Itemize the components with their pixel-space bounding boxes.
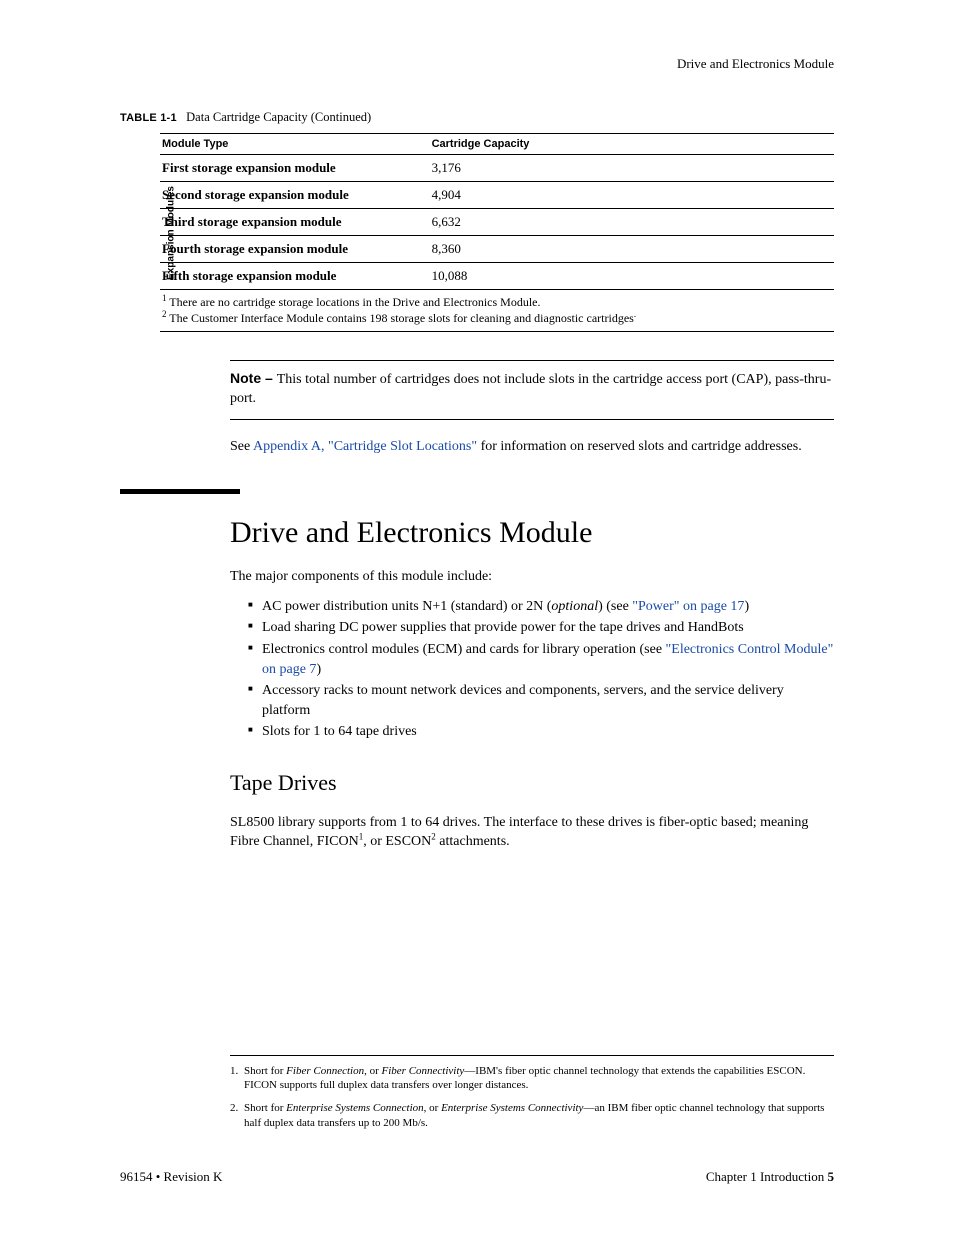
note-text: This total number of cartridges does not…	[230, 372, 831, 406]
fn-body: Short for Enterprise Systems Connection,…	[244, 1101, 834, 1131]
capacity-table: Module Type Cartridge Capacity First sto…	[160, 133, 834, 332]
footer-chapter: Chapter 1 Introduction	[706, 1169, 828, 1184]
footer-left: 96154 • Revision K	[120, 1169, 222, 1185]
table-row: Fourth storage expansion module 8,360	[160, 236, 834, 263]
see-post: for information on reserved slots and ca…	[477, 439, 802, 454]
component-list: AC power distribution units N+1 (standar…	[230, 597, 834, 742]
table-wrap: Expansion Modules Module Type Cartridge …	[160, 133, 834, 332]
cell-module: First storage expansion module	[160, 155, 430, 182]
tp-text: attachments.	[436, 834, 510, 849]
table-row: First storage expansion module 3,176	[160, 155, 834, 182]
list-item: Accessory racks to mount network devices…	[248, 681, 834, 720]
fn-body: Short for Fiber Connection, or Fiber Con…	[244, 1064, 834, 1094]
li-text: )	[316, 662, 321, 677]
li-text: AC power distribution units N+1 (standar…	[262, 599, 551, 614]
tp-text: , or ESCON	[363, 834, 431, 849]
cell-capacity: 4,904	[430, 182, 834, 209]
note-label: Note –	[230, 370, 277, 386]
table-footnotes-row: 1 There are no cartridge storage locatio…	[160, 290, 834, 332]
table-row: Second storage expansion module 4,904	[160, 182, 834, 209]
page-footer: 96154 • Revision K Chapter 1 Introductio…	[120, 1169, 834, 1185]
section-rule	[120, 489, 240, 494]
col-header-module: Module Type	[160, 134, 430, 155]
cell-capacity: 6,632	[430, 209, 834, 236]
fn-text: , or	[424, 1102, 441, 1114]
fn-num: 2.	[230, 1101, 244, 1131]
li-text: ) (see	[598, 599, 632, 614]
cell-module: Third storage expansion module	[160, 209, 430, 236]
footer-right: Chapter 1 Introduction 5	[706, 1169, 834, 1185]
cell-module: Fourth storage expansion module	[160, 236, 430, 263]
list-item: Load sharing DC power supplies that prov…	[248, 618, 834, 638]
fn-italic: Enterprise Systems Connectivity	[441, 1102, 583, 1114]
footnote-1: There are no cartridge storage locations…	[167, 295, 541, 309]
appendix-link[interactable]: Appendix A, "Cartridge Slot Locations"	[253, 439, 477, 454]
cell-capacity: 3,176	[430, 155, 834, 182]
note-block: Note – This total number of cartridges d…	[230, 360, 834, 420]
li-italic: optional	[551, 599, 598, 614]
content: TABLE 1-1 Data Cartridge Capacity (Conti…	[120, 110, 834, 852]
fn-num: 1.	[230, 1064, 244, 1094]
section-intro: The major components of this module incl…	[230, 568, 834, 587]
table-caption: TABLE 1-1 Data Cartridge Capacity (Conti…	[120, 110, 834, 125]
footnote-2: The Customer Interface Module contains 1…	[167, 311, 634, 325]
fn-text: Short for	[244, 1065, 286, 1077]
cell-module: Fifth storage expansion module	[160, 263, 430, 290]
tp-text: SL8500 library supports from 1 to 64 dri…	[230, 815, 808, 849]
fn-italic: Fiber Connectivity	[382, 1065, 465, 1077]
page-footnote-1: 1. Short for Fiber Connection, or Fiber …	[230, 1064, 834, 1094]
col-header-capacity: Cartridge Capacity	[430, 134, 834, 155]
table-caption-text: Data Cartridge Capacity (Continued)	[186, 110, 371, 124]
table-vertical-label: Expansion Modules	[165, 186, 176, 280]
li-text: Electronics control modules (ECM) and ca…	[262, 642, 666, 657]
page-footnotes: 1. Short for Fiber Connection, or Fiber …	[230, 1055, 834, 1139]
subsection-heading: Tape Drives	[230, 770, 834, 796]
page-footnote-2: 2. Short for Enterprise Systems Connecti…	[230, 1101, 834, 1131]
section-heading: Drive and Electronics Module	[230, 516, 834, 550]
li-text: )	[744, 599, 749, 614]
footer-pagenum: 5	[828, 1169, 835, 1184]
table-header-row: Module Type Cartridge Capacity	[160, 134, 834, 155]
fn-italic: Fiber Connection	[286, 1065, 364, 1077]
page: Drive and Electronics Module TABLE 1-1 D…	[0, 0, 954, 1235]
see-pre: See	[230, 439, 253, 454]
cell-module: Second storage expansion module	[160, 182, 430, 209]
list-item: AC power distribution units N+1 (standar…	[248, 597, 834, 617]
table-row: Third storage expansion module 6,632	[160, 209, 834, 236]
running-header: Drive and Electronics Module	[677, 56, 834, 72]
table-label: TABLE 1-1	[120, 112, 177, 124]
footnote-2-trail: .	[634, 309, 636, 319]
fn-text: Short for	[244, 1102, 286, 1114]
list-item: Electronics control modules (ECM) and ca…	[248, 640, 834, 679]
fn-text: , or	[364, 1065, 381, 1077]
power-link[interactable]: "Power" on page 17	[632, 599, 744, 614]
cell-capacity: 10,088	[430, 263, 834, 290]
list-item: Slots for 1 to 64 tape drives	[248, 722, 834, 742]
tape-paragraph: SL8500 library supports from 1 to 64 dri…	[230, 814, 834, 852]
table-row: Fifth storage expansion module 10,088	[160, 263, 834, 290]
fn-italic: Enterprise Systems Connection	[286, 1102, 423, 1114]
see-paragraph: See Appendix A, "Cartridge Slot Location…	[230, 438, 834, 457]
cell-capacity: 8,360	[430, 236, 834, 263]
table-footnotes: 1 There are no cartridge storage locatio…	[160, 290, 834, 332]
